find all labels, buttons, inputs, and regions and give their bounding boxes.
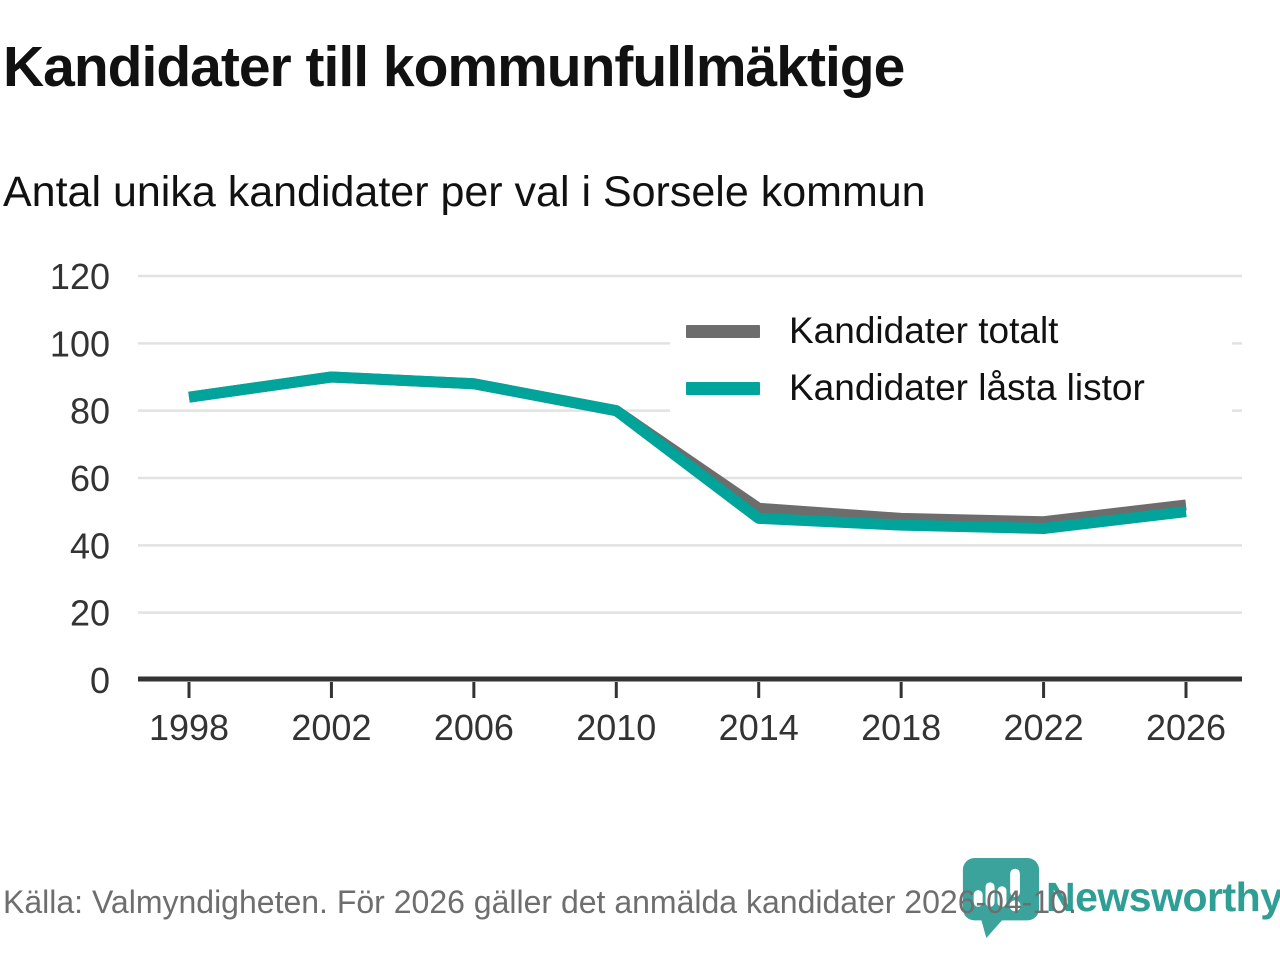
- legend-label-totalt: Kandidater totalt: [789, 310, 1059, 351]
- y-tick-label: 60: [70, 458, 110, 499]
- bar-2: [985, 882, 995, 907]
- legend-item-lasta-listor: Kandidater låsta listor: [686, 367, 1232, 409]
- x-tick-label: 2010: [576, 707, 656, 748]
- chart-legend: Kandidater totalt Kandidater låsta listo…: [670, 302, 1232, 421]
- source-note: Källa: Valmyndigheten. För 2026 gäller d…: [3, 884, 1077, 920]
- newsworthy-bubble-icon: [962, 857, 1040, 938]
- page-title: Kandidater till kommunfullmäktige: [3, 35, 905, 99]
- x-tick-label: 2026: [1146, 707, 1226, 748]
- legend-item-totalt: Kandidater totalt: [686, 310, 1232, 352]
- x-tick-label: 2002: [291, 707, 371, 748]
- legend-swatch-lasta-listor: [686, 381, 760, 395]
- exclamation-bar: [1010, 868, 1020, 897]
- x-tick-label: 2018: [861, 707, 941, 748]
- y-tick-label: 100: [50, 323, 110, 364]
- legend-label-lasta-listor: Kandidater låsta listor: [789, 367, 1145, 408]
- bar-3: [997, 886, 1007, 907]
- x-tick-label: 1998: [149, 707, 229, 748]
- bar-1: [973, 890, 983, 907]
- legend-swatch-totalt: [686, 324, 760, 338]
- x-tick-label: 2006: [434, 707, 514, 748]
- newsworthy-logo: Newsworthy: [958, 856, 1280, 938]
- y-tick-label: 0: [90, 660, 110, 701]
- series-line-1: [188, 371, 1187, 534]
- y-tick-label: 40: [70, 525, 110, 566]
- y-tick-label: 20: [70, 593, 110, 634]
- y-tick-label: 80: [70, 391, 110, 432]
- x-tick-label: 2014: [719, 707, 799, 748]
- exclamation-dot: [1009, 900, 1021, 912]
- page-subtitle: Antal unika kandidater per val i Sorsele…: [3, 168, 926, 216]
- y-tick-label: 120: [50, 256, 110, 297]
- newsworthy-wordmark: Newsworthy: [1046, 873, 1280, 920]
- x-tick-label: 2022: [1004, 707, 1084, 748]
